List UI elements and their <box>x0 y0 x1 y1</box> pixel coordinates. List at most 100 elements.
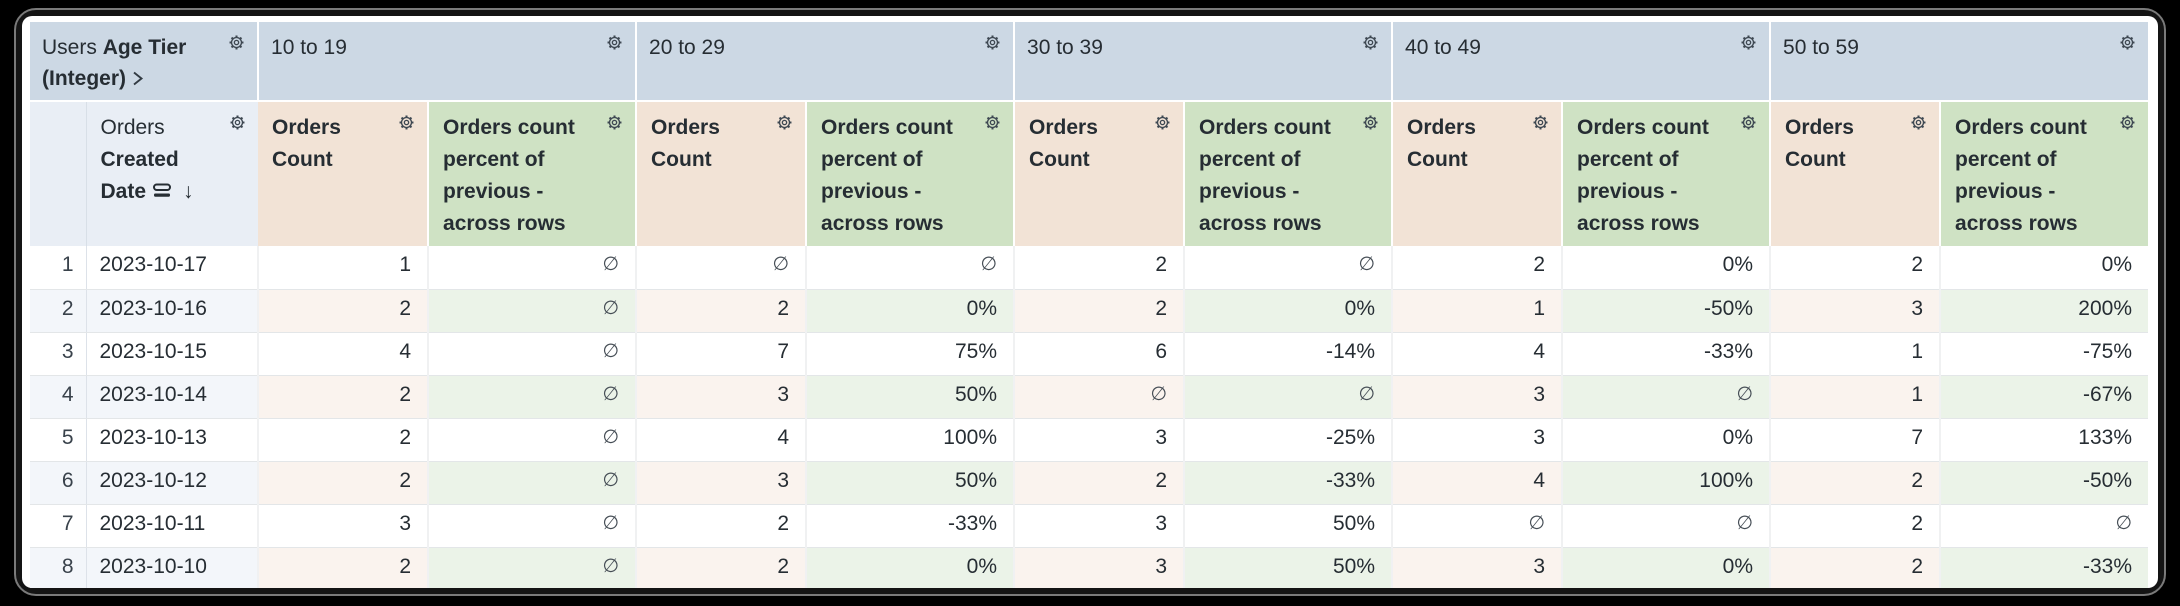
gear-icon[interactable] <box>1739 113 1758 132</box>
percent-of-previous-cell[interactable]: 50% <box>805 461 1015 505</box>
measure-header-orders-count[interactable]: Orders Count <box>258 101 430 246</box>
date-cell[interactable]: 2023-10-15 <box>85 332 259 376</box>
gear-icon[interactable] <box>983 33 1002 52</box>
orders-count-cell[interactable]: 2 <box>257 375 429 419</box>
gear-icon[interactable] <box>1361 113 1380 132</box>
percent-of-previous-cell[interactable]: -33% <box>1183 461 1393 505</box>
measure-header-percent-of-previous[interactable]: Orders count percent of previous - acros… <box>1184 101 1394 246</box>
percent-of-previous-cell[interactable]: 0% <box>805 289 1015 333</box>
date-cell[interactable]: 2023-10-14 <box>85 375 259 419</box>
date-cell[interactable]: 2023-10-16 <box>85 289 259 333</box>
orders-count-cell[interactable]: ∅ <box>635 246 807 290</box>
percent-of-previous-cell[interactable]: ∅ <box>427 246 637 290</box>
measure-header-percent-of-previous[interactable]: Orders count percent of previous - acros… <box>806 101 1016 246</box>
gear-slot[interactable] <box>397 113 416 132</box>
orders-count-cell[interactable]: 2 <box>1769 246 1941 290</box>
percent-of-previous-cell[interactable]: ∅ <box>427 418 637 462</box>
percent-of-previous-cell[interactable]: -75% <box>1939 332 2149 376</box>
gear-icon[interactable] <box>1153 113 1172 132</box>
percent-of-previous-cell[interactable]: ∅ <box>427 289 637 333</box>
gear-slot[interactable] <box>1361 113 1380 132</box>
orders-count-cell[interactable]: 2 <box>635 289 807 333</box>
percent-of-previous-cell[interactable]: ∅ <box>1561 504 1771 548</box>
percent-of-previous-cell[interactable]: 50% <box>1183 504 1393 548</box>
measure-header-percent-of-previous[interactable]: Orders count percent of previous - acros… <box>1940 101 2149 246</box>
orders-count-cell[interactable]: 1 <box>1769 332 1941 376</box>
orders-count-cell[interactable]: 4 <box>1391 332 1563 376</box>
orders-count-cell[interactable]: 2 <box>635 504 807 548</box>
orders-count-cell[interactable]: 3 <box>635 375 807 419</box>
gear-slot[interactable] <box>1361 33 1380 52</box>
date-cell[interactable]: 2023-10-10 <box>85 547 259 588</box>
orders-count-cell[interactable]: 3 <box>1391 418 1563 462</box>
gear-slot[interactable] <box>1531 113 1550 132</box>
percent-of-previous-cell[interactable]: 0% <box>1183 289 1393 333</box>
percent-of-previous-cell[interactable]: -33% <box>1939 547 2149 588</box>
gear-slot[interactable] <box>227 33 246 52</box>
pivot-column-header[interactable]: 40 to 49 <box>1392 22 1772 102</box>
orders-count-cell[interactable]: 2 <box>257 418 429 462</box>
date-cell[interactable]: 2023-10-12 <box>85 461 259 505</box>
orders-count-cell[interactable]: 7 <box>635 332 807 376</box>
percent-of-previous-cell[interactable]: 200% <box>1939 289 2149 333</box>
measure-header-orders-count[interactable]: Orders Count <box>1014 101 1186 246</box>
gear-slot[interactable] <box>1909 113 1928 132</box>
pivot-column-header[interactable]: 30 to 39 <box>1014 22 1394 102</box>
orders-count-cell[interactable]: 3 <box>257 504 429 548</box>
measure-header-orders-count[interactable]: Orders Count <box>1770 101 1942 246</box>
gear-icon[interactable] <box>228 113 247 132</box>
percent-of-previous-cell[interactable]: ∅ <box>427 375 637 419</box>
orders-count-cell[interactable]: 3 <box>1013 418 1185 462</box>
percent-of-previous-cell[interactable]: 0% <box>1939 246 2149 290</box>
orders-count-cell[interactable]: 2 <box>635 547 807 588</box>
orders-count-cell[interactable]: 2 <box>257 289 429 333</box>
orders-count-cell[interactable]: 2 <box>1769 504 1941 548</box>
percent-of-previous-cell[interactable]: 0% <box>1561 418 1771 462</box>
orders-count-cell[interactable]: 2 <box>257 547 429 588</box>
orders-count-cell[interactable]: 6 <box>1013 332 1185 376</box>
gear-icon[interactable] <box>775 113 794 132</box>
percent-of-previous-cell[interactable]: ∅ <box>427 332 637 376</box>
percent-of-previous-cell[interactable]: -14% <box>1183 332 1393 376</box>
gear-slot[interactable] <box>2118 33 2137 52</box>
percent-of-previous-cell[interactable]: ∅ <box>805 246 1015 290</box>
gear-slot[interactable] <box>983 33 1002 52</box>
orders-count-cell[interactable]: 2 <box>1769 547 1941 588</box>
percent-of-previous-cell[interactable]: -50% <box>1561 289 1771 333</box>
gear-slot[interactable] <box>2118 113 2137 132</box>
percent-of-previous-cell[interactable]: ∅ <box>427 504 637 548</box>
gear-slot[interactable] <box>1153 113 1172 132</box>
dimension-header[interactable]: Users Age Tier (Integer) <box>30 22 260 102</box>
orders-count-cell[interactable]: 4 <box>635 418 807 462</box>
gear-icon[interactable] <box>2118 113 2137 132</box>
orders-count-cell[interactable]: 2 <box>1013 461 1185 505</box>
date-cell[interactable]: 2023-10-13 <box>85 418 259 462</box>
percent-of-previous-cell[interactable]: -25% <box>1183 418 1393 462</box>
gear-slot[interactable] <box>228 113 247 132</box>
gear-icon[interactable] <box>605 113 624 132</box>
percent-of-previous-cell[interactable]: 50% <box>1183 547 1393 588</box>
measure-header-percent-of-previous[interactable]: Orders count percent of previous - acros… <box>1562 101 1772 246</box>
percent-of-previous-cell[interactable]: ∅ <box>1561 375 1771 419</box>
orders-count-cell[interactable]: 2 <box>1013 289 1185 333</box>
orders-count-cell[interactable]: 3 <box>1013 547 1185 588</box>
gear-icon[interactable] <box>1739 33 1758 52</box>
gear-icon[interactable] <box>1361 33 1380 52</box>
orders-count-cell[interactable]: 3 <box>1391 547 1563 588</box>
gear-icon[interactable] <box>1531 113 1550 132</box>
percent-of-previous-cell[interactable]: 0% <box>1561 246 1771 290</box>
orders-count-cell[interactable]: 2 <box>1769 461 1941 505</box>
gear-icon[interactable] <box>983 113 1002 132</box>
pivot-column-header[interactable]: 10 to 19 <box>258 22 638 102</box>
percent-of-previous-cell[interactable]: 100% <box>805 418 1015 462</box>
date-cell[interactable]: 2023-10-11 <box>85 504 259 548</box>
percent-of-previous-cell[interactable]: 133% <box>1939 418 2149 462</box>
gear-slot[interactable] <box>983 113 1002 132</box>
percent-of-previous-cell[interactable]: -50% <box>1939 461 2149 505</box>
percent-of-previous-cell[interactable]: 75% <box>805 332 1015 376</box>
orders-count-cell[interactable]: 2 <box>1391 246 1563 290</box>
orders-count-cell[interactable]: 3 <box>635 461 807 505</box>
measure-header-orders-count[interactable]: Orders Count <box>1392 101 1564 246</box>
gear-slot[interactable] <box>1739 33 1758 52</box>
orders-count-cell[interactable]: 1 <box>1769 375 1941 419</box>
